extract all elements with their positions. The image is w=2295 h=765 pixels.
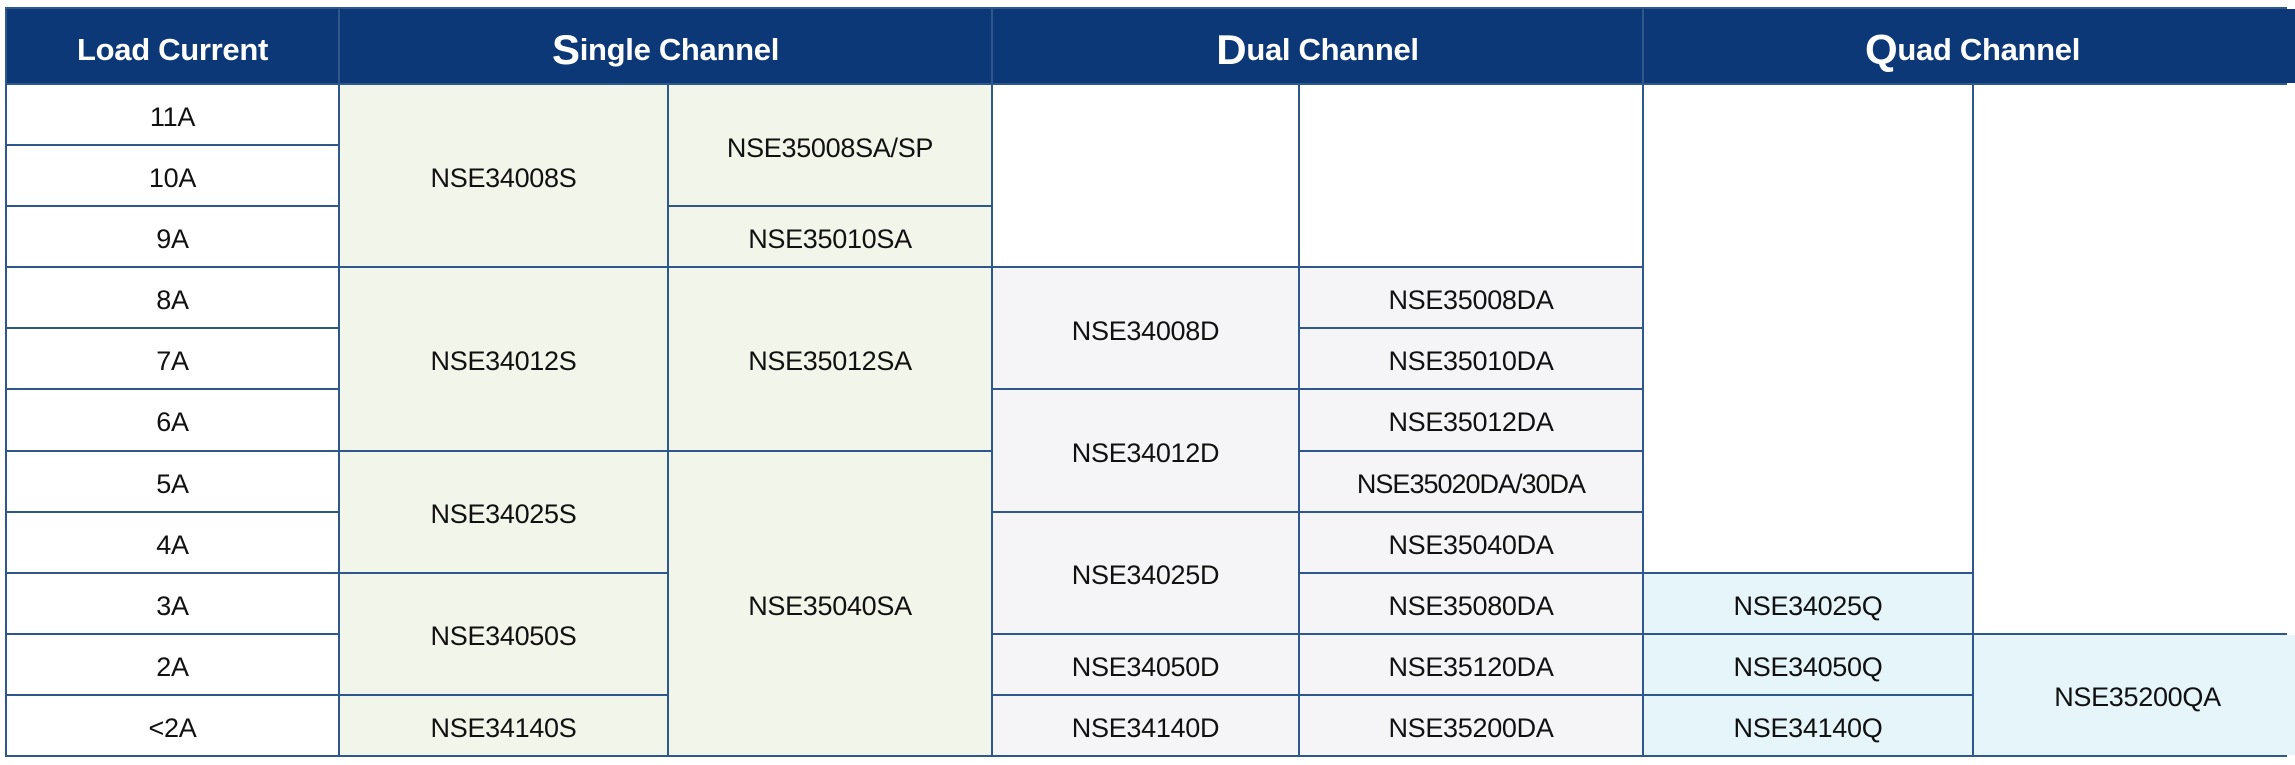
dual-part-cell: NSE34012D	[993, 390, 1298, 511]
single-part-cell: NSE34140S	[340, 695, 667, 755]
load-current-cell: 9A	[7, 207, 338, 267]
dual-part-cell: NSE34025D	[993, 512, 1298, 633]
single-part-cell: NSE34025S	[340, 451, 667, 572]
single-part-cell: NSE34012S	[340, 268, 667, 450]
single-part-cell: NSE34008S	[340, 85, 667, 267]
header-load-current: Load Current	[7, 9, 338, 83]
load-current-cell: 5A	[7, 451, 338, 511]
empty-cell	[1974, 85, 2295, 633]
load-current-cell: <2A	[7, 695, 338, 755]
quad-part-cell: NSE34050Q	[1644, 634, 1972, 694]
empty-cell	[1644, 85, 1972, 572]
dual-da-part-cell: NSE35080DA	[1300, 573, 1642, 633]
dual-part-cell: NSE34050D	[993, 634, 1298, 694]
dual-part-cell: NSE34140D	[993, 695, 1298, 755]
dual-da-part-cell: NSE35008DA	[1300, 268, 1642, 328]
dual-da-part-cell: NSE35010DA	[1300, 329, 1642, 389]
load-current-cell: 3A	[7, 573, 338, 633]
load-current-cell: 6A	[7, 390, 338, 450]
dual-da-part-cell: NSE35040DA	[1300, 512, 1642, 572]
load-current-cell: 11A	[7, 85, 338, 145]
single-sa-part-cell: NSE35008SA/SP	[669, 85, 991, 206]
single-part-cell: NSE34050S	[340, 573, 667, 694]
load-current-cell: 4A	[7, 512, 338, 572]
load-current-cell: 2A	[7, 634, 338, 694]
quad-part-cell: NSE34025Q	[1644, 573, 1972, 633]
empty-cell	[993, 85, 1298, 267]
quad-part-cell: NSE34140Q	[1644, 695, 1972, 755]
single-sa-part-cell: NSE35010SA	[669, 207, 991, 267]
dual-da-part-cell: NSE35012DA	[1300, 390, 1642, 450]
dual-part-cell: NSE34008D	[993, 268, 1298, 389]
quad-qa-part-cell: NSE35200QA	[1974, 634, 2295, 755]
load-current-cell: 8A	[7, 268, 338, 328]
load-current-cell: 7A	[7, 329, 338, 389]
load-current-cell: 10A	[7, 146, 338, 206]
single-sa-part-cell: NSE35040SA	[669, 451, 991, 755]
dual-da-part-cell: NSE35200DA	[1300, 695, 1642, 755]
empty-cell	[1300, 85, 1642, 267]
single-sa-part-cell: NSE35012SA	[669, 268, 991, 450]
dual-da-part-cell: NSE35120DA	[1300, 634, 1642, 694]
dual-da-part-cell: NSE35020DA/30DA	[1300, 451, 1642, 511]
